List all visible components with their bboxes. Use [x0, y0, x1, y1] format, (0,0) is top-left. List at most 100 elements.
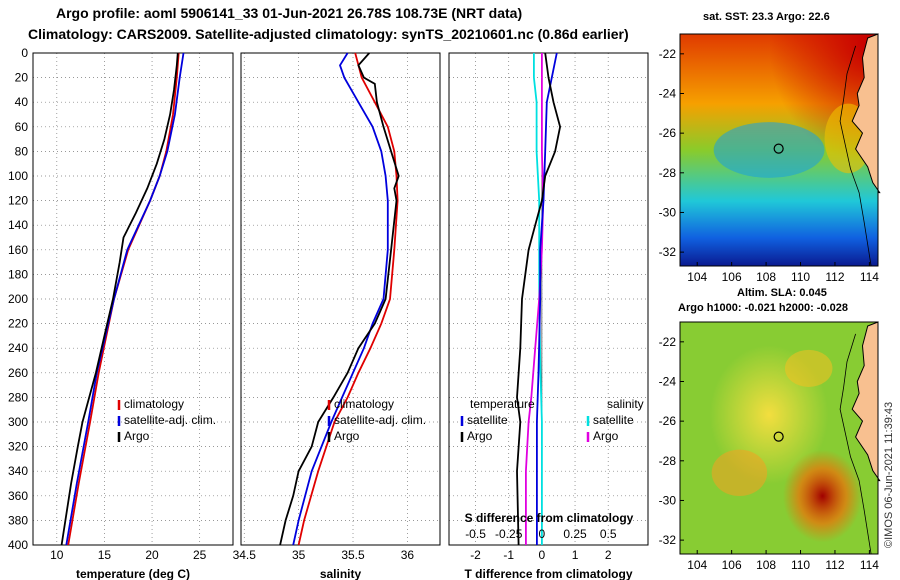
map-frame: [679, 33, 879, 267]
legend-label: satellite: [593, 413, 634, 427]
x-tick-label: 10: [50, 548, 64, 562]
lat-tick-label: -26: [659, 414, 677, 428]
y-tick-label: 40: [15, 95, 29, 109]
lat-tick-label: -22: [659, 335, 677, 349]
sst-map: 104 106 108 110 112 114 -22 -24 -26 -28 -30 -32: [659, 33, 881, 284]
series-line-climatology: [67, 52, 180, 546]
legend-label: Argo: [593, 429, 619, 443]
legend-label: satellite: [467, 413, 508, 427]
series-line-satellite-adj-clim-: [65, 52, 185, 546]
series-line-temperature-argo: [516, 52, 562, 546]
lat-tick-label: -28: [659, 454, 677, 468]
lon-tick-label: 108: [756, 558, 776, 572]
x2-tick-label: -0.25: [495, 527, 523, 541]
land-mass: [851, 33, 881, 194]
lat-tick-label: -28: [659, 166, 677, 180]
lon-tick-label: 112: [825, 270, 844, 284]
lat-tick-label: -30: [659, 493, 677, 507]
lon-tick-label: 106: [722, 558, 742, 572]
y-tick-label: 340: [8, 464, 28, 478]
shelf-contour: [839, 45, 872, 267]
lon-tick-label: 114: [860, 270, 879, 284]
y-tick-label: 220: [8, 317, 28, 331]
lat-tick-label: -26: [659, 126, 677, 140]
y-tick-label: 140: [8, 218, 28, 232]
lat-tick-label: -32: [659, 245, 677, 259]
lon-tick-label: 110: [791, 270, 810, 284]
sla-orange-patch: [711, 449, 768, 496]
legend-label: Argo: [124, 429, 150, 443]
sst-map-title: sat. SST: 23.3 Argo: 22.6: [703, 11, 830, 23]
legend-label: Argo: [334, 429, 360, 443]
legend-label: satellite-adj. clim.: [124, 413, 216, 427]
profile-panel-1: 10 15 20 25 0 20 40 60 80 100 120 140 160 180 200 220 24…: [8, 46, 234, 580]
x-tick-label: 25: [193, 548, 207, 562]
y-tick-label: 280: [8, 390, 28, 404]
lon-tick-label: 104: [687, 558, 707, 572]
lat-tick-label: -32: [659, 533, 677, 547]
land-mass: [851, 321, 881, 482]
y-tick-label: 120: [8, 194, 28, 208]
panel-frame: [240, 52, 441, 546]
legend-label: climatology: [124, 397, 184, 411]
x-axis-label: salinity: [320, 567, 362, 580]
x-tick-label: 20: [145, 548, 159, 562]
x-tick-label: 35: [292, 548, 306, 562]
y-tick-label: 160: [8, 243, 28, 257]
lat-tick-label: -22: [659, 47, 677, 61]
lon-tick-label: 114: [860, 558, 879, 572]
sst-cool-patch: [713, 122, 825, 178]
legend-label: Argo: [467, 429, 493, 443]
lon-tick-label: 110: [791, 558, 810, 572]
argo-float-marker: [773, 143, 784, 154]
shelf-contour: [839, 333, 872, 555]
x-tick-label: 0: [539, 548, 546, 562]
y-tick-label: 240: [8, 341, 28, 355]
y-tick-label: 320: [8, 440, 28, 454]
sla-map-title-2: Argo h1000: -0.021 h2000: -0.028: [678, 302, 848, 314]
y-tick-label: 380: [8, 513, 28, 527]
panel-frame: [448, 52, 649, 546]
x-tick-label: 2: [605, 548, 612, 562]
y-tick-label: 300: [8, 415, 28, 429]
y-tick-label: 0: [21, 46, 28, 60]
x2-tick-label: -0.5: [465, 527, 486, 541]
x-axis-label: T difference from climatology: [464, 567, 632, 580]
sla-yellow-patch-2: [784, 349, 833, 387]
profile-panel-2: 34.5 35 35.5 36 salinity climatology satellite…: [233, 52, 441, 580]
lon-tick-label: 108: [756, 270, 776, 284]
legend-title-temperature: temperature: [470, 397, 535, 411]
lon-tick-label: 112: [825, 558, 844, 572]
x-axis-label: temperature (deg C): [76, 567, 190, 580]
lat-tick-label: -24: [659, 374, 677, 388]
x-tick-label: -1: [503, 548, 514, 562]
y-tick-label: 80: [15, 144, 29, 158]
legend-label: climatology: [334, 397, 394, 411]
y-tick-label: 200: [8, 292, 28, 306]
legend-label: satellite-adj. clim.: [334, 413, 426, 427]
map-frame: [679, 321, 879, 555]
x-tick-label: 35.5: [341, 548, 365, 562]
x2-axis-label: S difference from climatology: [465, 511, 634, 525]
legend-title-salinity: salinity: [607, 397, 644, 411]
x-tick-label: 36: [401, 548, 415, 562]
x-tick-label: 1: [572, 548, 579, 562]
lat-tick-label: -24: [659, 86, 677, 100]
y-tick-label: 400: [8, 538, 28, 552]
sla-map-title-1: Altim. SLA: 0.045: [737, 287, 827, 299]
figure-title-line2: Climatology: CARS2009. Satellite-adjuste…: [28, 26, 629, 42]
series-line-satellite-adj-clim-: [292, 52, 389, 546]
sla-red-eddy: [680, 322, 878, 554]
y-tick-label: 360: [8, 489, 28, 503]
y-tick-label: 20: [15, 71, 29, 85]
x2-tick-label: 0: [539, 527, 546, 541]
panel-frame: [32, 52, 234, 546]
y-tick-label: 60: [15, 120, 29, 134]
profile-panel-3: -2 -1 0 1 2 T difference from climatology temp…: [448, 52, 649, 580]
series-line-argo: [60, 52, 179, 546]
y-tick-label: 100: [8, 169, 28, 183]
lat-tick-label: -30: [659, 205, 677, 219]
lon-tick-label: 106: [722, 270, 742, 284]
x2-tick-label: 0.25: [563, 527, 587, 541]
